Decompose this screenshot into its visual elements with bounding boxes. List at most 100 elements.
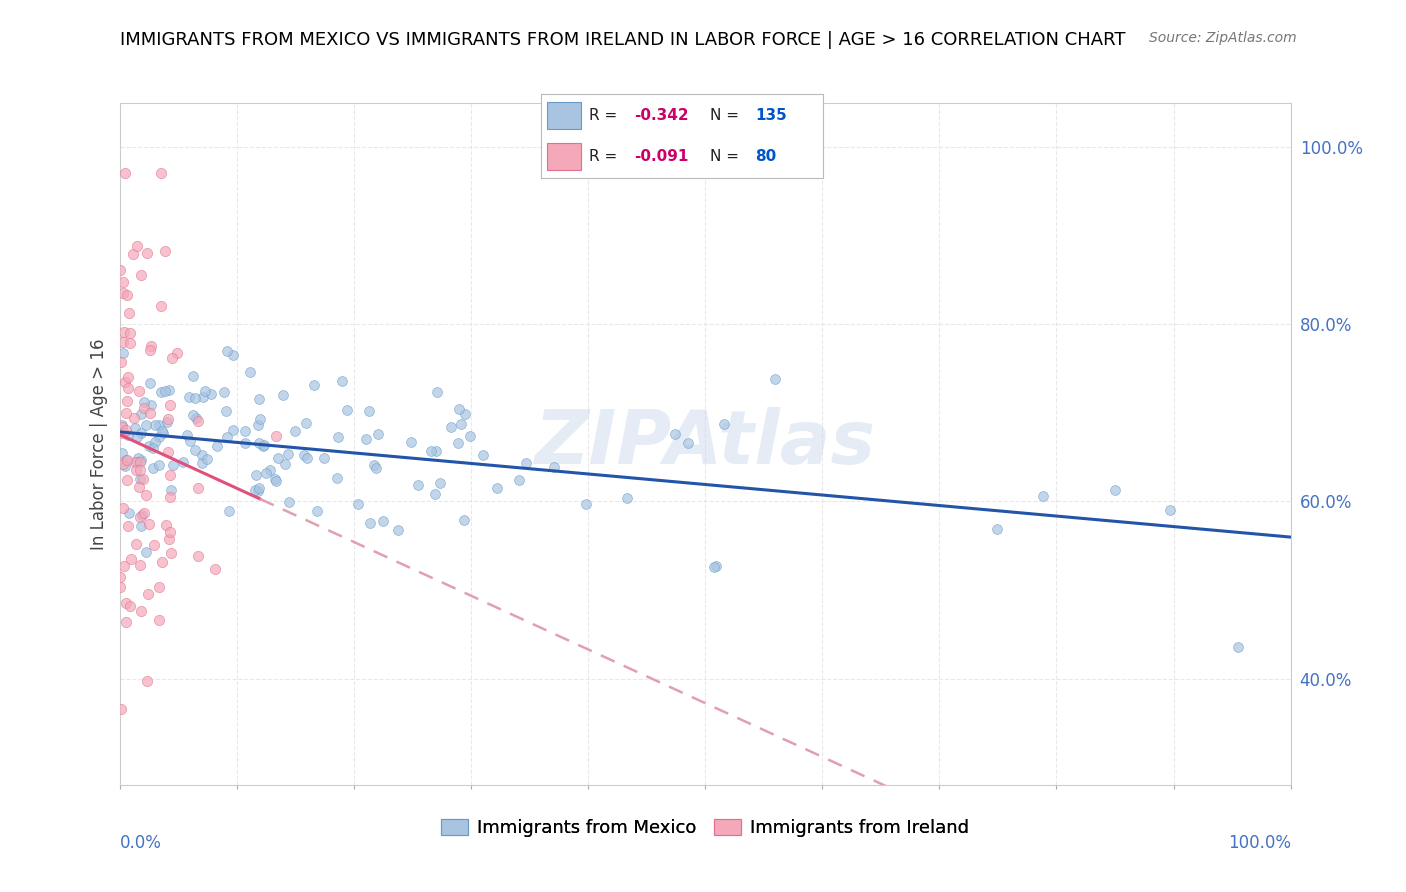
Point xyxy=(139,398,162,412)
Point xyxy=(264,472,287,486)
Point xyxy=(664,427,686,442)
Point xyxy=(118,336,141,351)
Point xyxy=(239,365,262,379)
Point xyxy=(117,453,139,467)
Point xyxy=(676,436,699,450)
Point xyxy=(222,423,245,437)
Point xyxy=(245,467,267,482)
Point xyxy=(160,546,183,560)
Point xyxy=(112,325,135,339)
Point xyxy=(440,419,463,434)
Point xyxy=(115,287,138,301)
Point xyxy=(367,426,389,441)
Point xyxy=(183,408,205,422)
Point xyxy=(336,403,359,417)
Point xyxy=(138,376,160,390)
Point xyxy=(205,439,228,453)
Point xyxy=(159,490,181,504)
Point xyxy=(136,586,159,600)
Point xyxy=(129,604,152,618)
Point xyxy=(132,401,155,415)
Point xyxy=(135,246,157,260)
Point xyxy=(508,473,530,487)
Point xyxy=(108,570,131,584)
Point xyxy=(131,508,153,522)
Point xyxy=(214,404,236,418)
Point xyxy=(406,477,429,491)
Point xyxy=(110,702,132,716)
Point xyxy=(1104,483,1126,498)
Point xyxy=(453,513,475,527)
Text: Source: ZipAtlas.com: Source: ZipAtlas.com xyxy=(1149,31,1296,45)
Point xyxy=(243,483,266,498)
Text: 0.0%: 0.0% xyxy=(120,834,162,852)
Point xyxy=(117,428,139,442)
Point xyxy=(115,423,138,437)
Point xyxy=(218,504,240,518)
Point xyxy=(127,451,149,466)
Point xyxy=(129,463,152,477)
Point xyxy=(195,452,218,467)
Point xyxy=(152,424,174,438)
Point xyxy=(143,434,166,449)
Point xyxy=(112,501,135,516)
Point xyxy=(450,417,472,431)
Y-axis label: In Labor Force | Age > 16: In Labor Force | Age > 16 xyxy=(90,338,108,549)
Text: ZIPAtlas: ZIPAtlas xyxy=(534,408,876,480)
Point xyxy=(114,166,136,180)
Point xyxy=(129,455,152,469)
Point xyxy=(112,457,135,471)
Point xyxy=(267,450,290,465)
Point xyxy=(359,516,381,530)
Point xyxy=(246,483,269,498)
Point xyxy=(117,381,139,395)
Point xyxy=(200,387,222,401)
Point xyxy=(217,344,239,359)
Point xyxy=(191,390,214,404)
Point xyxy=(177,390,200,404)
Point xyxy=(326,471,349,485)
Point xyxy=(112,425,135,440)
Point xyxy=(135,417,157,432)
Point xyxy=(148,430,170,444)
Point xyxy=(117,518,139,533)
Point xyxy=(247,481,270,495)
Point xyxy=(425,443,447,458)
Point xyxy=(191,456,214,470)
Text: -0.342: -0.342 xyxy=(634,108,689,123)
Point xyxy=(110,355,132,369)
Point xyxy=(277,447,299,461)
Point xyxy=(135,545,157,559)
Point xyxy=(118,506,141,520)
Point xyxy=(447,402,470,417)
Point xyxy=(1032,489,1054,503)
Point xyxy=(184,391,207,405)
Point xyxy=(233,436,256,450)
Point xyxy=(179,434,201,448)
Text: N =: N = xyxy=(710,108,744,123)
Point xyxy=(194,384,217,398)
Point xyxy=(139,343,162,357)
Point xyxy=(156,415,179,429)
Point xyxy=(703,560,725,574)
Point xyxy=(129,407,152,421)
Point xyxy=(159,398,181,412)
Point xyxy=(162,458,184,473)
Point xyxy=(212,384,235,399)
Text: IMMIGRANTS FROM MEXICO VS IMMIGRANTS FROM IRELAND IN LABOR FORCE | AGE > 16 CORR: IMMIGRANTS FROM MEXICO VS IMMIGRANTS FRO… xyxy=(120,31,1125,49)
Point xyxy=(292,448,315,462)
Point xyxy=(277,494,299,508)
Point xyxy=(274,457,297,471)
Point xyxy=(138,516,160,531)
Point xyxy=(150,299,173,313)
Point xyxy=(125,536,148,550)
Point xyxy=(273,388,295,402)
Point xyxy=(486,481,509,495)
Point xyxy=(129,509,152,524)
Point xyxy=(155,517,177,532)
Point xyxy=(120,599,142,614)
Point xyxy=(184,443,207,458)
Point xyxy=(115,393,138,408)
Point xyxy=(150,384,173,399)
Point xyxy=(458,428,481,442)
